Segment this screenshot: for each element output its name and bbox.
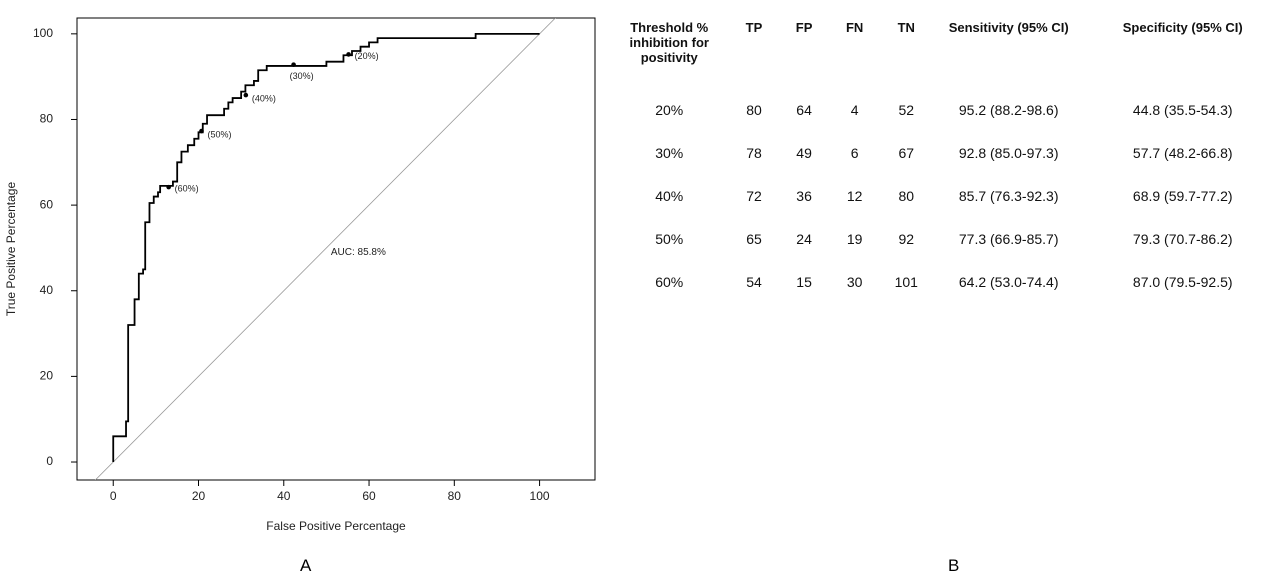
x-tick-label: 40 [277, 489, 291, 503]
y-tick-label: 20 [40, 369, 54, 383]
table-cell: 77.3 (66.9-85.7) [958, 230, 1059, 247]
reference-line [94, 18, 556, 480]
y-tick-label: 0 [46, 454, 53, 468]
table-cell: 4 [850, 101, 859, 118]
table-cell: 52 [898, 101, 915, 118]
threshold-point [291, 62, 296, 67]
x-tick-label: 20 [192, 489, 206, 503]
threshold-point [199, 128, 204, 134]
table-cell: 60% [655, 273, 684, 290]
point-label: (40%) [252, 93, 276, 103]
table-cell: 54 [746, 273, 762, 290]
y-tick-label: 60 [40, 197, 54, 211]
point-label: (50%) [207, 129, 231, 139]
column-header: FN [845, 20, 864, 35]
threshold-point [166, 184, 171, 190]
y-axis-label: True Positive Percentage [4, 182, 18, 317]
table-cell: 80 [898, 187, 915, 204]
y-tick-label: 40 [40, 283, 54, 297]
panel-label: B [948, 556, 960, 575]
table-cell: 65 [746, 230, 762, 247]
table-cell: 92.8 (85.0-97.3) [958, 144, 1059, 161]
table-cell: 72 [746, 187, 762, 204]
point-label: (60%) [175, 184, 199, 194]
table-cell: 85.7 (76.3-92.3) [958, 187, 1059, 204]
table-cell: 30% [655, 144, 684, 161]
table-cell: 101 [894, 273, 918, 290]
table-cell: 92 [898, 230, 915, 247]
table-cell: 95.2 (88.2-98.6) [958, 101, 1059, 118]
column-header: Specificity (95% CI) [1122, 20, 1243, 35]
table-cell: 80 [746, 101, 762, 118]
point-label: (30%) [290, 71, 314, 81]
table-cell: 67 [898, 144, 915, 161]
column-header: Threshold % inhibition for positivity [629, 20, 709, 65]
column-header: TP [745, 20, 763, 35]
table-row: 40% 72 36 12 80 85.7 (76.3-92.3) 68.9 (59.7-77… [610, 174, 1280, 217]
table-cell: 64.2 (53.0-74.4) [958, 273, 1059, 290]
x-axis-label: False Positive Percentage [266, 519, 406, 533]
table-row: 50% 65 24 19 92 77.3 (66.9-85.7) 79.3 (70.7-86… [610, 217, 1280, 260]
column-header: TN [897, 20, 915, 35]
table-cell: 20% [655, 101, 684, 118]
threshold-point [243, 92, 249, 98]
table-row: 20% 80 64 4 52 95.2 (88.2-98.6) 44.8 (35.5-54.… [610, 88, 1280, 131]
table-cell: 64 [796, 101, 812, 118]
threshold-point [346, 52, 351, 57]
column-header: Sensitivity (95% CI) [948, 20, 1069, 35]
table-row: 30% 78 49 6 67 92.8 (85.0-97.3) 57.7 (48.2-66.… [610, 131, 1280, 174]
y-tick-label: 100 [33, 26, 53, 40]
table-cell: 78 [746, 144, 762, 161]
table-cell: 6 [850, 144, 859, 161]
table-cell: 12 [846, 187, 863, 204]
table-cell: 40% [655, 187, 684, 204]
table-cell: 79.3 (70.7-86.2) [1132, 230, 1233, 247]
table-cell: 49 [796, 144, 812, 161]
table-cell: 36 [796, 187, 812, 204]
panel-label: A [300, 556, 312, 575]
annotation: AUC: 85.8% [331, 247, 386, 258]
x-tick-label: 0 [110, 489, 117, 503]
table-cell: 15 [796, 273, 812, 290]
table-cell: 44.8 (35.5-54.3) [1132, 101, 1233, 118]
x-tick-label: 60 [362, 489, 376, 503]
x-tick-label: 100 [530, 489, 550, 503]
table-cell: 24 [796, 230, 812, 247]
column-header: FP [795, 20, 813, 35]
table-row: 60% 54 15 30 101 64.2 (53.0-74.4) 87.0 (79.5-9… [610, 260, 1280, 303]
table-cell: 57.7 (48.2-66.8) [1132, 144, 1233, 161]
plot-frame [76, 17, 596, 481]
y-tick-label: 80 [40, 112, 54, 126]
table-cell: 68.9 (59.7-77.2) [1132, 187, 1233, 204]
x-tick-label: 80 [448, 489, 462, 503]
point-label: (20%) [355, 51, 379, 61]
table-cell: 30 [846, 273, 863, 290]
table-cell: 87.0 (79.5-92.5) [1132, 273, 1233, 290]
table-cell: 50% [655, 230, 684, 247]
table-cell: 19 [846, 230, 863, 247]
table: Threshold % inhibition for positivity TP F… [610, 6, 1280, 303]
